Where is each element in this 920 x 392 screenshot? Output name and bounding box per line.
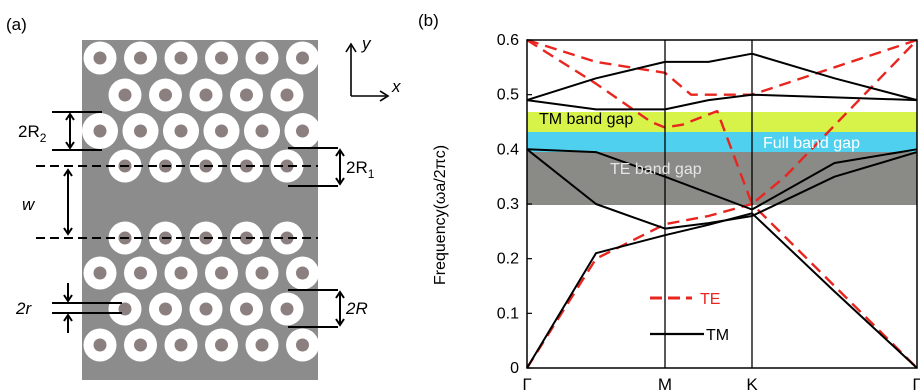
hole-core — [93, 338, 107, 352]
hole-core — [199, 88, 213, 102]
te-band-1 — [525, 202, 918, 369]
dim-2r-markers — [52, 283, 122, 333]
hole-core — [296, 266, 309, 280]
hole-core — [215, 124, 228, 138]
y-axis-title: Frequency(ωa/2πc) — [432, 145, 449, 285]
hole-core — [240, 302, 253, 316]
legend-tm-label: TM — [706, 327, 729, 344]
hole-core — [280, 231, 294, 245]
hole-core — [134, 266, 147, 280]
x-tick-label: Γ — [912, 375, 920, 392]
panel-a-label: (a) — [6, 15, 27, 34]
hole-core — [255, 266, 269, 280]
tm-band-3 — [526, 148, 918, 211]
y-tick-label: 0 — [510, 360, 519, 377]
hole-core — [174, 51, 188, 65]
hole-core — [255, 338, 269, 352]
dim-2r-arrow-head-up — [63, 313, 73, 322]
hole-core — [215, 51, 228, 65]
y-tick-label: 0.1 — [497, 305, 519, 322]
dim-w-arrow-head-up — [63, 168, 73, 177]
tm-band-2 — [526, 148, 918, 230]
dim-w-arrow-head-down — [63, 227, 73, 236]
x-tick-label: Γ — [522, 375, 531, 392]
hole-core — [296, 51, 309, 65]
legend-te-label: TE — [700, 291, 720, 308]
dim-2R2-arrow-head-down — [65, 141, 75, 150]
panel-b-label: (b) — [418, 11, 439, 30]
hole-core — [280, 302, 294, 316]
hole-core — [174, 266, 188, 280]
tm-band-4 — [526, 93, 918, 111]
x-axis-label: x — [391, 77, 401, 96]
hole-core — [174, 338, 188, 352]
y-ticks: 0 0.1 0.2 0.3 0.4 0.5 0.6 — [497, 32, 532, 377]
hole-core — [280, 159, 294, 173]
dim-2R2-label: 2R2 — [18, 122, 47, 145]
te-band-2 — [526, 38, 918, 206]
x-tick-label: M — [658, 375, 672, 392]
hole-core — [215, 266, 228, 280]
x-arrow-head — [379, 90, 390, 102]
tm-band-5 — [526, 52, 918, 102]
hole-core — [255, 51, 269, 65]
dim-2R1-markers — [288, 147, 345, 187]
x-tick-label: K — [746, 375, 758, 392]
waveguide-markers — [36, 165, 318, 239]
dim-2r-arrow-head-down — [63, 294, 73, 303]
dim-2R2-arrow-head-up — [65, 112, 75, 121]
hole-array — [82, 41, 321, 362]
te-band-3 — [526, 38, 918, 96]
hole-core — [93, 124, 107, 138]
hole-core — [118, 88, 132, 102]
y-tick-label: 0.2 — [497, 251, 519, 268]
full-gap-band — [527, 132, 917, 152]
y-tick-label: 0.3 — [497, 196, 519, 213]
hole-core — [296, 124, 309, 138]
hole-core — [199, 302, 213, 316]
dim-w-label: w — [22, 195, 36, 214]
band-curves — [525, 38, 918, 369]
hole-core — [174, 124, 188, 138]
te-band-gap-label: TE band gap — [610, 161, 702, 178]
hole-core — [134, 338, 147, 352]
hole-core — [93, 51, 107, 65]
hole-core — [280, 88, 294, 102]
tm-band-gap-label: TM band gap — [539, 111, 633, 128]
dim-2R-arrow-head-up — [335, 290, 345, 299]
y-tick-label: 0.5 — [497, 87, 519, 104]
y-arrow-head — [345, 42, 357, 53]
dim-2R-label: 2R — [345, 299, 368, 318]
hole-core — [296, 338, 309, 352]
dim-2R1-arrow-head-up — [335, 148, 345, 157]
tm-band-1 — [526, 212, 918, 369]
y-axis-label: y — [361, 34, 372, 53]
full-band-gap-label: Full band gap — [763, 135, 860, 152]
hole-core — [134, 51, 147, 65]
hole-core — [159, 302, 172, 316]
y-tick-label: 0.4 — [497, 141, 519, 158]
dim-2R1-arrow-head-down — [335, 177, 345, 186]
hole-core — [255, 124, 269, 138]
hole-core — [134, 124, 147, 138]
coordinate-axes — [345, 42, 390, 102]
hole-core — [159, 88, 172, 102]
dim-2R1-label: 2R1 — [346, 158, 375, 181]
dim-2r-label: 2r — [15, 299, 32, 318]
dim-2R2-markers — [52, 111, 102, 151]
dim-2R-arrow-head-down — [335, 318, 345, 327]
dim-2R-markers — [288, 289, 345, 328]
hole-core — [93, 266, 107, 280]
hole-core — [240, 88, 253, 102]
y-tick-label: 0.6 — [497, 32, 519, 49]
hole-core — [215, 338, 228, 352]
